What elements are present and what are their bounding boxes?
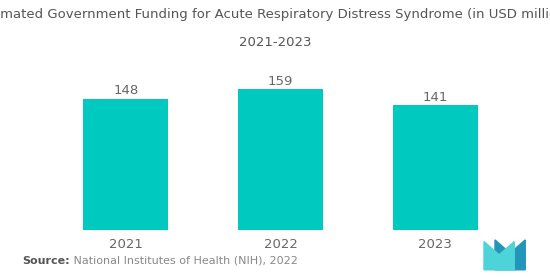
- Text: 159: 159: [268, 75, 293, 88]
- Polygon shape: [495, 240, 525, 270]
- Text: Estimated Government Funding for Acute Respiratory Distress Syndrome (in USD mil: Estimated Government Funding for Acute R…: [0, 8, 550, 21]
- Text: National Institutes of Health (NIH), 2022: National Institutes of Health (NIH), 202…: [63, 256, 298, 266]
- Text: 141: 141: [422, 91, 448, 104]
- Text: 2021-2023: 2021-2023: [239, 36, 311, 49]
- Text: Source:: Source:: [22, 256, 70, 266]
- Text: 148: 148: [113, 84, 139, 98]
- Bar: [83, 99, 168, 230]
- Polygon shape: [484, 242, 514, 270]
- Bar: [393, 105, 478, 230]
- Bar: [238, 89, 323, 230]
